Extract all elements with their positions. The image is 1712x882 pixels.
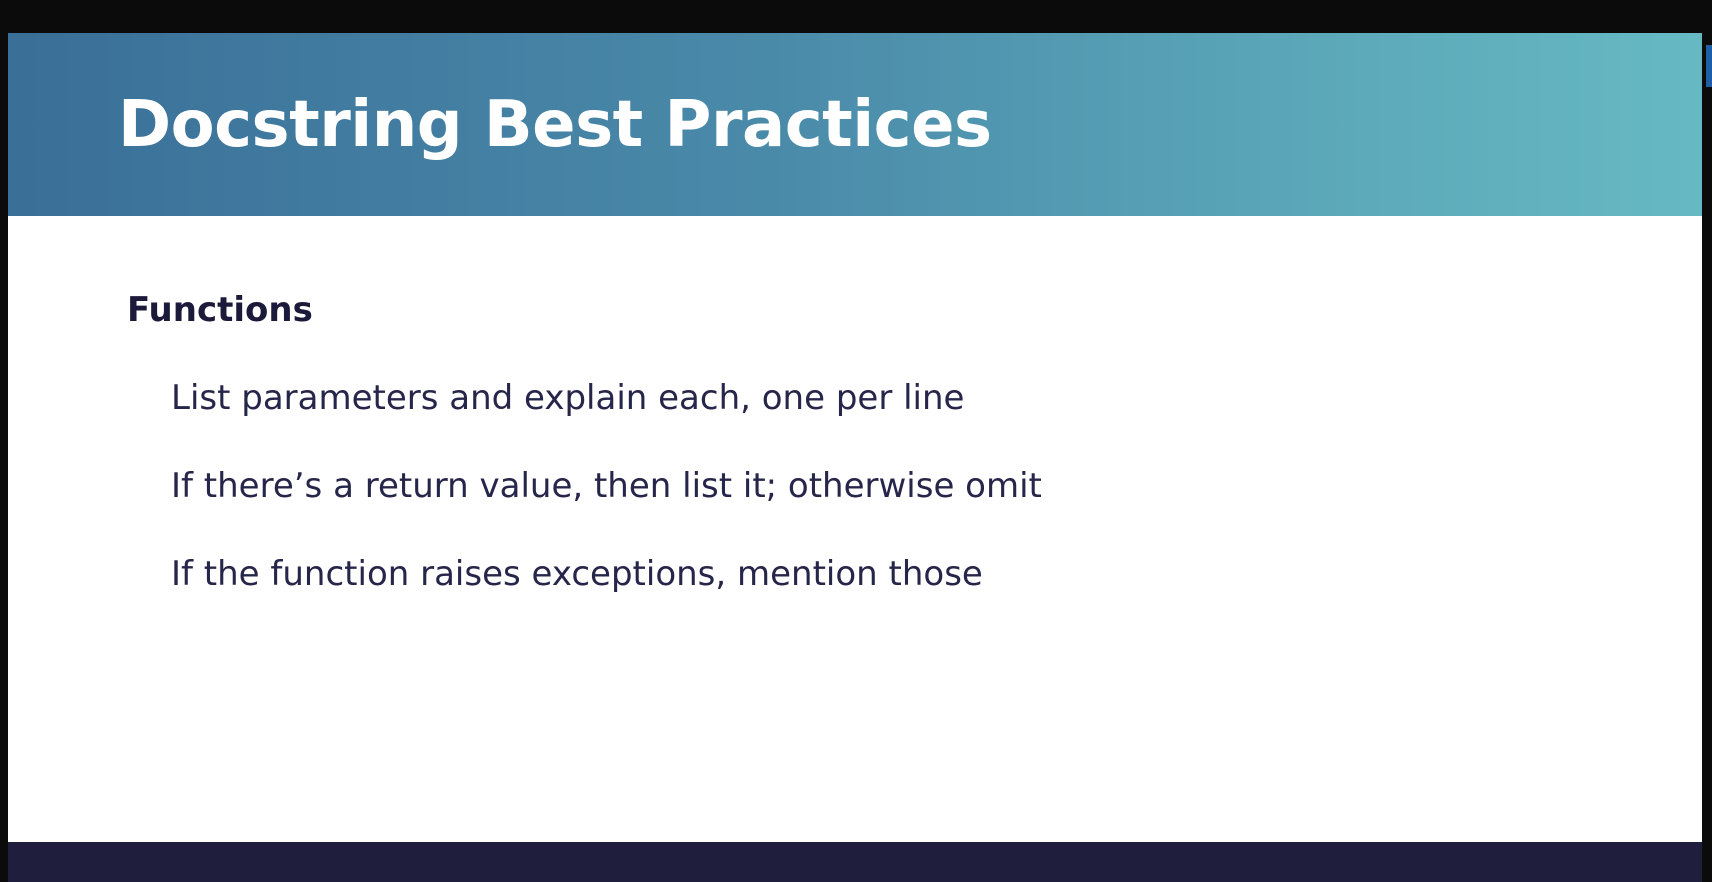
window-edge-accent [1706,45,1712,87]
presentation-slide: Docstring Best Practices Functions List … [8,33,1702,882]
slide-bullet: If the function raises exceptions, menti… [171,554,983,594]
slide-title: Docstring Best Practices [118,88,992,162]
slide-footer-bar [8,842,1702,882]
section-heading: Functions [127,290,313,330]
slide-bullet: If there’s a return value, then list it;… [171,466,1042,506]
slide-bullet: List parameters and explain each, one pe… [171,378,965,418]
slide-header-banner: Docstring Best Practices [8,33,1702,216]
